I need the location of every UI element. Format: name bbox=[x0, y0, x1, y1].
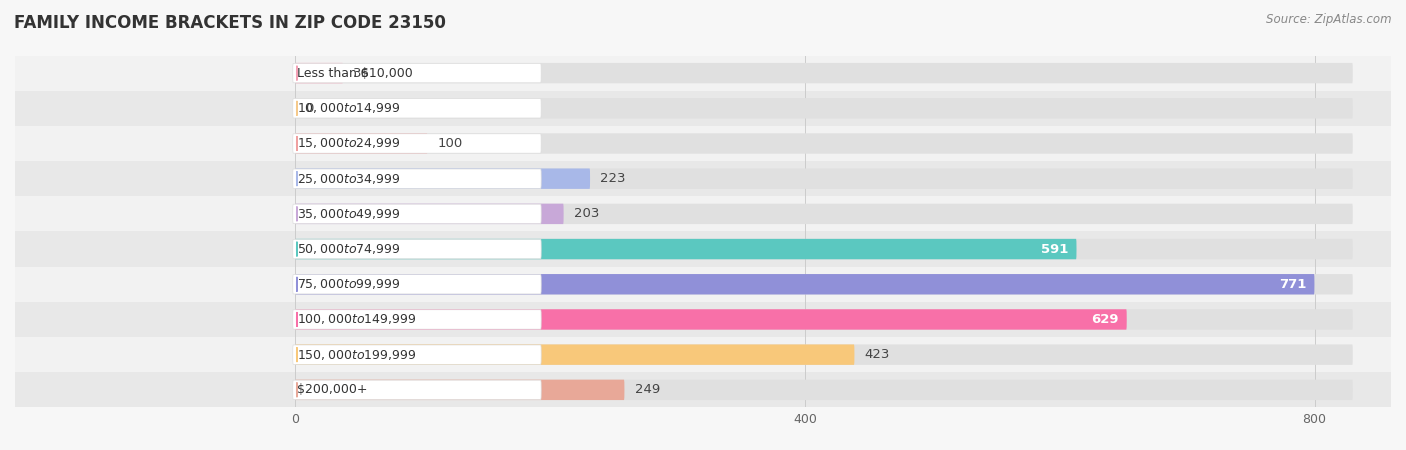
FancyBboxPatch shape bbox=[295, 380, 624, 400]
Text: 423: 423 bbox=[865, 348, 890, 361]
FancyBboxPatch shape bbox=[295, 380, 1353, 400]
FancyBboxPatch shape bbox=[292, 310, 541, 329]
FancyBboxPatch shape bbox=[292, 239, 541, 259]
Text: $75,000 to $99,999: $75,000 to $99,999 bbox=[297, 277, 401, 291]
FancyBboxPatch shape bbox=[15, 55, 1391, 91]
FancyBboxPatch shape bbox=[295, 309, 1126, 330]
Text: FAMILY INCOME BRACKETS IN ZIP CODE 23150: FAMILY INCOME BRACKETS IN ZIP CODE 23150 bbox=[14, 14, 446, 32]
FancyBboxPatch shape bbox=[295, 274, 1315, 294]
Text: $50,000 to $74,999: $50,000 to $74,999 bbox=[297, 242, 401, 256]
FancyBboxPatch shape bbox=[15, 126, 1391, 161]
Text: 100: 100 bbox=[437, 137, 463, 150]
FancyBboxPatch shape bbox=[15, 161, 1391, 196]
FancyBboxPatch shape bbox=[292, 99, 541, 118]
FancyBboxPatch shape bbox=[15, 231, 1391, 267]
FancyBboxPatch shape bbox=[295, 98, 1353, 118]
FancyBboxPatch shape bbox=[295, 168, 1353, 189]
FancyBboxPatch shape bbox=[292, 345, 541, 365]
FancyBboxPatch shape bbox=[15, 372, 1391, 407]
Text: 591: 591 bbox=[1042, 243, 1069, 256]
Text: 249: 249 bbox=[634, 383, 659, 396]
Text: $100,000 to $149,999: $100,000 to $149,999 bbox=[297, 312, 416, 326]
Text: 223: 223 bbox=[600, 172, 626, 185]
Text: 0: 0 bbox=[305, 102, 314, 115]
FancyBboxPatch shape bbox=[15, 267, 1391, 302]
FancyBboxPatch shape bbox=[292, 204, 541, 224]
FancyBboxPatch shape bbox=[295, 168, 591, 189]
FancyBboxPatch shape bbox=[15, 196, 1391, 231]
FancyBboxPatch shape bbox=[292, 169, 541, 189]
Text: 771: 771 bbox=[1279, 278, 1306, 291]
FancyBboxPatch shape bbox=[295, 344, 1353, 365]
FancyBboxPatch shape bbox=[295, 133, 427, 154]
FancyBboxPatch shape bbox=[15, 302, 1391, 337]
FancyBboxPatch shape bbox=[295, 239, 1353, 259]
FancyBboxPatch shape bbox=[295, 239, 1077, 259]
Text: $15,000 to $24,999: $15,000 to $24,999 bbox=[297, 136, 401, 150]
FancyBboxPatch shape bbox=[295, 63, 1353, 83]
FancyBboxPatch shape bbox=[15, 337, 1391, 372]
FancyBboxPatch shape bbox=[295, 133, 1353, 154]
Text: $150,000 to $199,999: $150,000 to $199,999 bbox=[297, 348, 416, 362]
FancyBboxPatch shape bbox=[295, 344, 855, 365]
Text: Less than $10,000: Less than $10,000 bbox=[297, 67, 413, 80]
FancyBboxPatch shape bbox=[295, 309, 1353, 330]
FancyBboxPatch shape bbox=[295, 63, 343, 83]
Text: 629: 629 bbox=[1091, 313, 1119, 326]
FancyBboxPatch shape bbox=[292, 63, 541, 83]
FancyBboxPatch shape bbox=[292, 134, 541, 153]
Text: $200,000+: $200,000+ bbox=[297, 383, 368, 396]
Text: $10,000 to $14,999: $10,000 to $14,999 bbox=[297, 101, 401, 115]
Text: $35,000 to $49,999: $35,000 to $49,999 bbox=[297, 207, 401, 221]
FancyBboxPatch shape bbox=[292, 380, 541, 400]
FancyBboxPatch shape bbox=[295, 204, 564, 224]
FancyBboxPatch shape bbox=[295, 274, 1353, 294]
Text: 203: 203 bbox=[574, 207, 599, 220]
FancyBboxPatch shape bbox=[292, 274, 541, 294]
FancyBboxPatch shape bbox=[295, 204, 1353, 224]
Text: Source: ZipAtlas.com: Source: ZipAtlas.com bbox=[1267, 14, 1392, 27]
FancyBboxPatch shape bbox=[15, 91, 1391, 126]
Text: $25,000 to $34,999: $25,000 to $34,999 bbox=[297, 172, 401, 186]
Text: 36: 36 bbox=[353, 67, 370, 80]
